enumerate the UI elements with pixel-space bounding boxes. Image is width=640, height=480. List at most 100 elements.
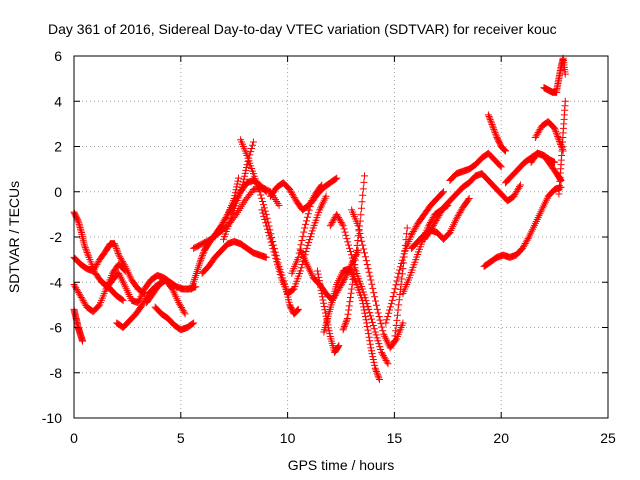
data-point [488, 121, 496, 129]
data-point [349, 275, 357, 283]
data-point [306, 233, 314, 241]
data-point [378, 323, 386, 331]
data-point [288, 190, 296, 198]
data-point [239, 178, 247, 186]
data-point [429, 221, 437, 229]
data-point [314, 270, 322, 278]
data-point [212, 231, 220, 239]
data-point [248, 144, 256, 152]
data-point [373, 305, 381, 313]
data-point [79, 337, 87, 345]
data-point [487, 117, 495, 125]
data-point [224, 210, 232, 218]
data-point [76, 292, 84, 300]
data-point [532, 132, 540, 140]
data-point [314, 267, 322, 275]
data-point [332, 175, 340, 183]
data-point [501, 147, 509, 155]
data-point [71, 282, 79, 290]
data-point [552, 128, 560, 136]
y-tick-label: -4 [50, 274, 63, 290]
data-point [355, 226, 363, 234]
data-point [561, 70, 569, 78]
y-tick-label: 4 [54, 93, 62, 109]
data-point [351, 261, 359, 269]
data-point [342, 319, 350, 327]
data-point [175, 299, 183, 307]
x-axis-title: GPS time / hours [288, 457, 395, 473]
data-point [511, 191, 519, 199]
data-point [256, 188, 264, 196]
data-point [222, 214, 230, 222]
data-point [386, 306, 394, 314]
data-point [297, 241, 305, 249]
data-point [377, 345, 385, 353]
data-point [375, 376, 383, 384]
data-point [357, 204, 365, 212]
data-point [262, 188, 270, 196]
data-point [370, 325, 378, 333]
data-point [322, 192, 330, 200]
data-point [117, 254, 125, 262]
data-point [356, 229, 364, 237]
data-point [378, 350, 386, 358]
data-point [365, 268, 373, 276]
data-point [297, 264, 305, 272]
data-point [225, 209, 233, 217]
data-point [487, 119, 495, 127]
data-point [373, 334, 381, 342]
data-point [81, 242, 89, 250]
data-point [372, 331, 380, 339]
data-point [413, 221, 421, 229]
data-point [554, 134, 562, 142]
data-point [357, 211, 365, 219]
satellite-track [348, 206, 407, 352]
data-point [114, 249, 122, 257]
data-point [496, 162, 504, 170]
data-point [74, 287, 82, 295]
data-point [340, 324, 348, 332]
data-point [359, 191, 367, 199]
data-point [137, 302, 145, 310]
data-point [398, 270, 406, 278]
data-point [241, 169, 249, 177]
data-point [335, 215, 343, 223]
data-point [485, 112, 493, 120]
data-point [399, 319, 407, 327]
data-point [524, 235, 532, 243]
data-point [91, 264, 99, 272]
data-point [81, 244, 89, 252]
data-point [90, 265, 98, 273]
satellite-track [288, 174, 341, 277]
data-point [75, 289, 83, 297]
data-point [519, 243, 527, 251]
data-point [555, 136, 563, 144]
data-point [179, 307, 187, 315]
data-point [77, 293, 85, 301]
data-point [138, 301, 146, 309]
data-point [555, 137, 563, 145]
data-point [249, 141, 257, 149]
data-point [522, 238, 530, 246]
data-point [501, 146, 509, 154]
y-axis-title: SDTVAR / TECUs [6, 181, 22, 293]
data-point [112, 243, 120, 251]
data-point [345, 302, 353, 310]
satellite-track [339, 172, 368, 334]
data-point [334, 212, 342, 220]
data-point [387, 300, 395, 308]
data-point [551, 124, 559, 132]
data-point [266, 235, 274, 243]
data-point [84, 250, 92, 258]
data-point [393, 277, 401, 285]
data-point [315, 277, 323, 285]
data-point [519, 244, 527, 252]
data-point [342, 318, 350, 326]
data-point [373, 369, 381, 377]
data-point [318, 293, 326, 301]
data-point [119, 258, 127, 266]
data-point [214, 228, 222, 236]
data-point [180, 308, 188, 316]
data-point [366, 337, 374, 345]
